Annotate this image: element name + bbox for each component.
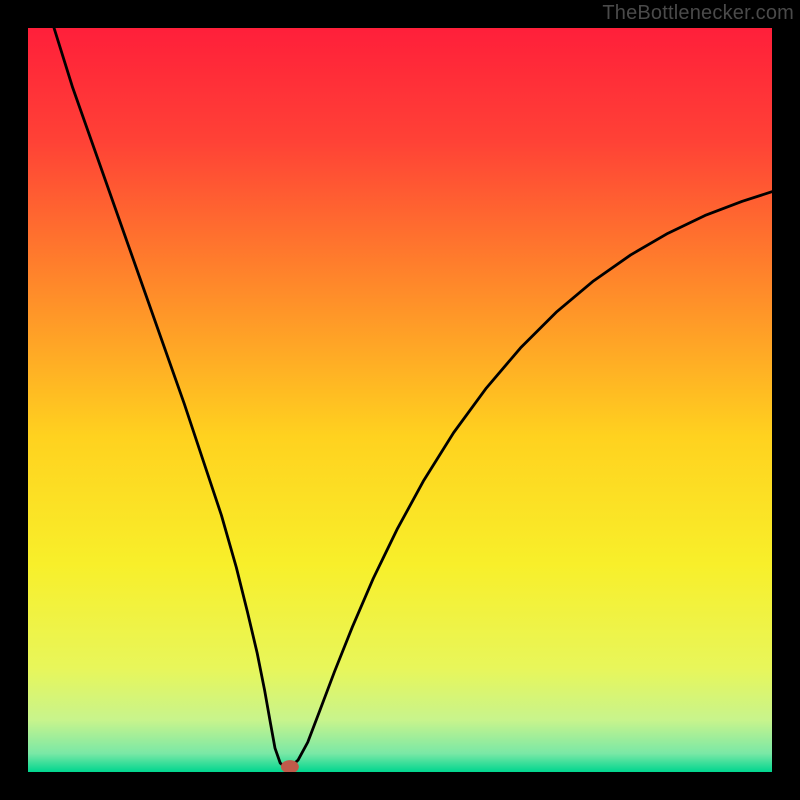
chart-frame: TheBottlenecker.com bbox=[0, 0, 800, 800]
source-label: TheBottlenecker.com bbox=[602, 2, 794, 25]
bottleneck-chart bbox=[28, 28, 772, 772]
chart-background bbox=[28, 28, 772, 772]
